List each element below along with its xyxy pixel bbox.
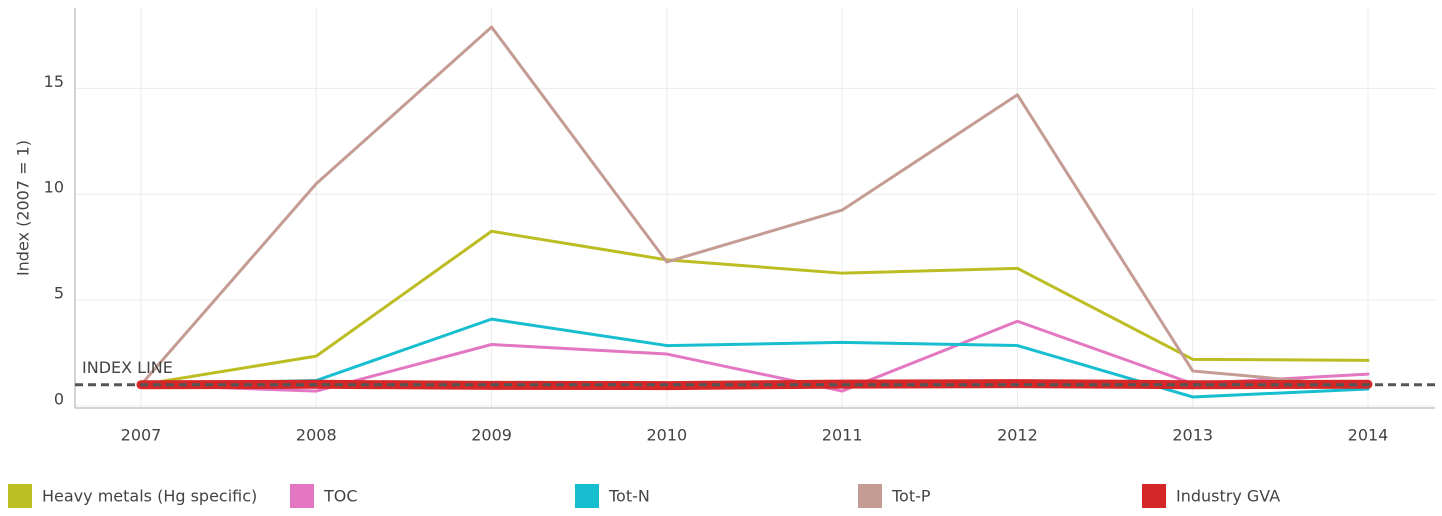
series-line: [139, 229, 1370, 387]
y-tick-label: 15: [44, 72, 64, 91]
legend-swatch: [1142, 484, 1166, 508]
legend-label: Industry GVA: [1176, 487, 1280, 506]
y-axis-label: Index (2007 = 1): [14, 140, 33, 276]
x-tick-label: 2013: [1172, 426, 1213, 445]
x-tick-label: 2009: [471, 426, 512, 445]
legend-label: Tot-N: [608, 487, 650, 506]
x-tick-label: 2014: [1348, 426, 1389, 445]
x-tick-label: 2010: [646, 426, 687, 445]
legend-swatch: [290, 484, 314, 508]
y-tick-label: 10: [44, 178, 64, 197]
legend-swatch: [575, 484, 599, 508]
legend-label: Tot-P: [891, 487, 931, 506]
x-tick-label: 2007: [121, 426, 162, 445]
legend-label: TOC: [323, 487, 358, 506]
series-line: [139, 25, 1370, 389]
legend-swatch: [8, 484, 32, 508]
x-tick-label: 2012: [997, 426, 1038, 445]
legend-swatch: [858, 484, 882, 508]
x-tick-label: 2008: [296, 426, 337, 445]
y-tick-label: 5: [54, 284, 64, 303]
y-tick-label: 0: [54, 389, 64, 408]
x-tick-label: 2011: [822, 426, 863, 445]
index-line-label: INDEX LINE: [82, 358, 173, 377]
legend-label: Heavy metals (Hg specific): [42, 487, 257, 506]
